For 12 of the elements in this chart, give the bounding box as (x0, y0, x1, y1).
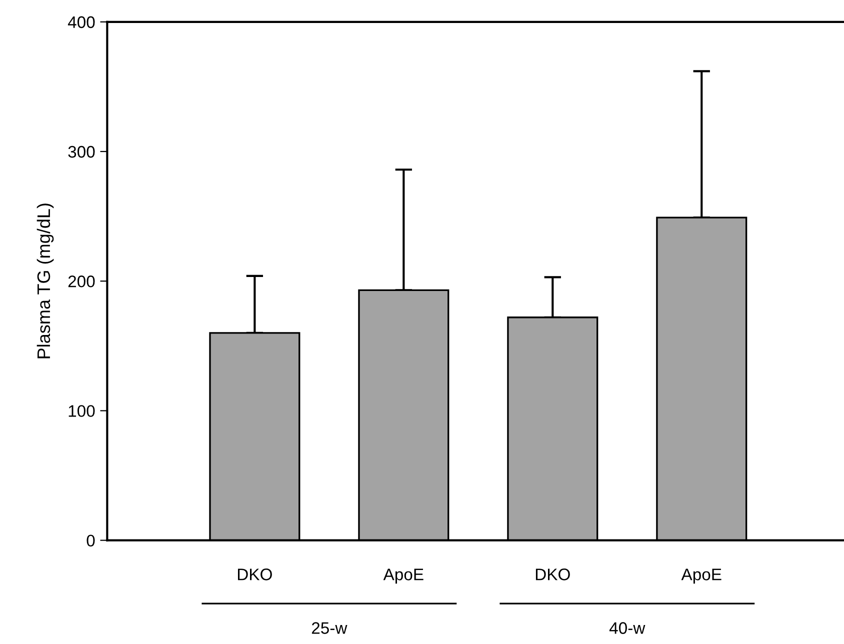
x-tick-label: DKO (536, 568, 570, 580)
x-tick-label: ApoE (681, 568, 722, 584)
x-tick-label: ApoE (383, 568, 424, 584)
y-tick-label: 300 (68, 146, 95, 158)
y-tick-label: 400 (68, 16, 95, 28)
text: 40-w (609, 622, 646, 634)
y-tick-label: 100 (68, 405, 95, 417)
text: 25-w (312, 622, 348, 634)
y-tick-label: 0 (86, 534, 95, 547)
y-axis-title: Plasma TG (mg/dL) (36, 204, 54, 358)
x-tick-label: DKO (238, 568, 272, 580)
y-tick-label: 200 (68, 276, 95, 288)
